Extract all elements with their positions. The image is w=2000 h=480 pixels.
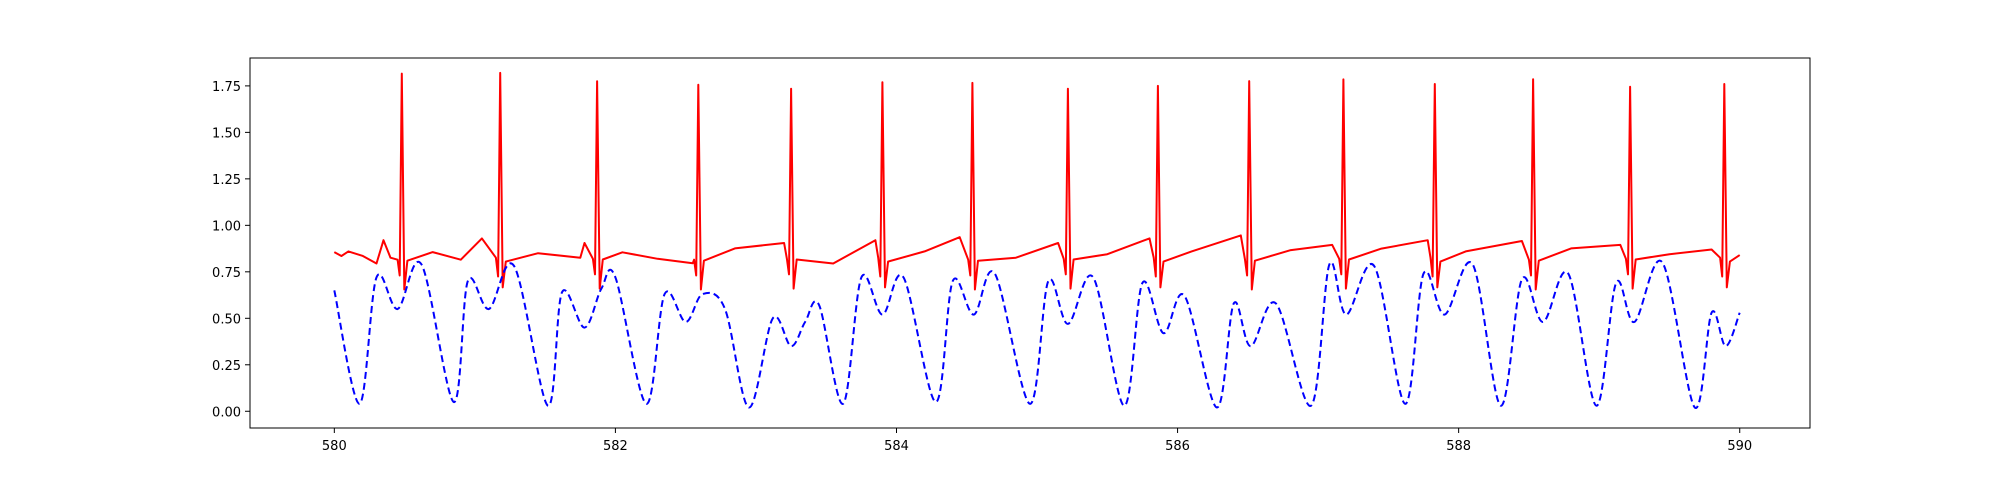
y-tick-label: 0.00 (212, 405, 241, 420)
y-tick-label: 0.25 (212, 359, 241, 374)
y-tick-label: 1.00 (212, 219, 241, 234)
series-line-blue (333, 259, 1741, 409)
series-line-red (333, 71, 1741, 291)
x-tick-label: 586 (1165, 439, 1190, 454)
y-axis: 0.00 0.25 0.50 0.75 1.00 1.25 1.50 1.75 (212, 80, 250, 420)
x-tick-label: 588 (1446, 439, 1471, 454)
x-tick-label: 590 (1727, 439, 1752, 454)
x-tick-label: 584 (884, 439, 909, 454)
y-tick-label: 1.50 (212, 126, 241, 141)
y-tick-label: 0.75 (212, 266, 241, 281)
series-layer (333, 71, 1741, 409)
y-tick-label: 1.75 (212, 80, 241, 95)
x-axis: 580 582 584 586 588 590 (322, 428, 1752, 454)
x-tick-label: 582 (603, 439, 628, 454)
y-tick-label: 0.50 (212, 312, 241, 327)
y-tick-label: 1.25 (212, 173, 241, 188)
x-tick-label: 580 (322, 439, 347, 454)
plot-frame (249, 57, 1811, 429)
